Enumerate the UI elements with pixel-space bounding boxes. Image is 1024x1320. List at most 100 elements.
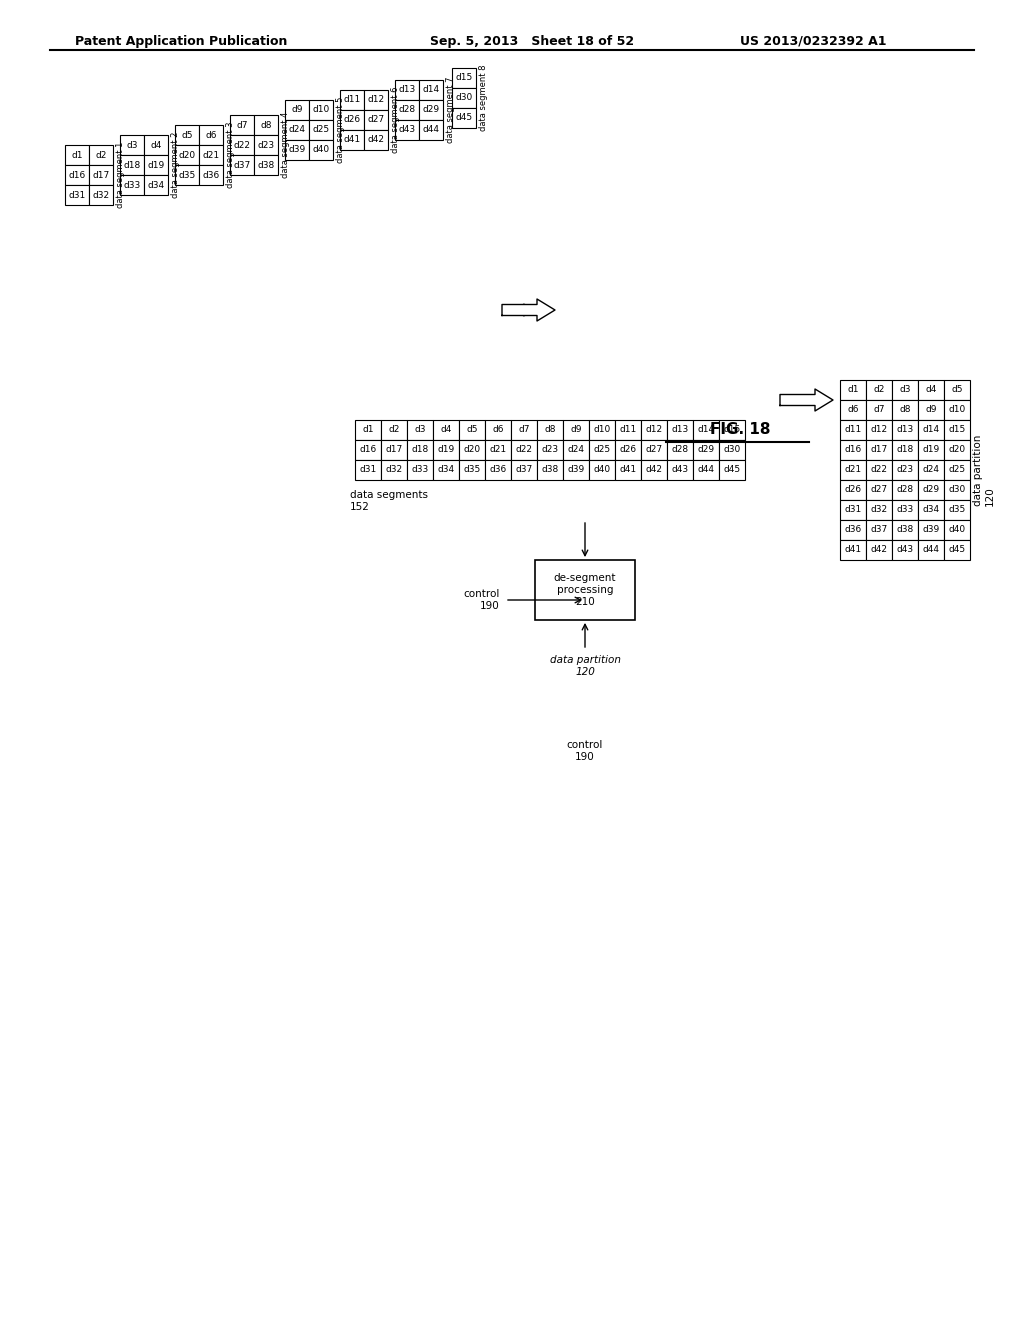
Text: d40: d40 [594, 466, 610, 474]
Text: Sep. 5, 2013   Sheet 18 of 52: Sep. 5, 2013 Sheet 18 of 52 [430, 36, 634, 48]
Text: d26: d26 [620, 446, 637, 454]
Text: d21: d21 [489, 446, 507, 454]
Bar [175, 165, 199, 185]
Text: d34: d34 [437, 466, 455, 474]
Text: d37: d37 [515, 466, 532, 474]
Text: d23: d23 [896, 466, 913, 474]
Text: d15: d15 [723, 425, 740, 434]
Text: d10: d10 [948, 405, 966, 414]
Text: d14: d14 [423, 86, 439, 95]
Bar [285, 120, 309, 140]
Bar [615, 420, 641, 440]
Text: d35: d35 [464, 466, 480, 474]
Bar [944, 420, 970, 440]
Bar [589, 420, 615, 440]
Bar [485, 459, 511, 480]
Text: FIG. 18: FIG. 18 [710, 422, 770, 437]
Text: d33: d33 [412, 466, 429, 474]
Bar [892, 540, 918, 560]
Bar [918, 540, 944, 560]
Bar [840, 400, 866, 420]
Text: d42: d42 [645, 466, 663, 474]
Bar [719, 440, 745, 459]
Text: d24: d24 [289, 125, 305, 135]
Bar [407, 440, 433, 459]
Bar [892, 480, 918, 500]
Bar [918, 420, 944, 440]
Text: d38: d38 [896, 525, 913, 535]
Bar [918, 500, 944, 520]
Text: d34: d34 [923, 506, 940, 515]
Text: d18: d18 [896, 446, 913, 454]
Bar [892, 440, 918, 459]
Bar [309, 100, 333, 120]
Text: d2: d2 [873, 385, 885, 395]
Bar [285, 100, 309, 120]
Bar [65, 145, 89, 165]
Text: d38: d38 [542, 466, 559, 474]
Text: d41: d41 [343, 136, 360, 144]
Text: d9: d9 [291, 106, 303, 115]
Text: d44: d44 [423, 125, 439, 135]
Text: d6: d6 [847, 405, 859, 414]
Text: d13: d13 [896, 425, 913, 434]
Bar [667, 440, 693, 459]
Text: d14: d14 [923, 425, 940, 434]
Text: d4: d4 [440, 425, 452, 434]
Text: d7: d7 [873, 405, 885, 414]
Text: d12: d12 [368, 95, 385, 104]
Text: d29: d29 [923, 486, 940, 495]
Bar [667, 420, 693, 440]
Text: d32: d32 [92, 190, 110, 199]
Bar [433, 459, 459, 480]
Text: d5: d5 [181, 131, 193, 140]
Text: d31: d31 [845, 506, 861, 515]
Bar [340, 90, 364, 110]
Text: d43: d43 [398, 125, 416, 135]
Text: d12: d12 [870, 425, 888, 434]
Bar [144, 176, 168, 195]
Text: d26: d26 [343, 116, 360, 124]
Text: d25: d25 [312, 125, 330, 135]
Text: data segment 4: data segment 4 [281, 112, 290, 178]
Text: d30: d30 [456, 94, 473, 103]
Text: d44: d44 [923, 545, 939, 554]
Text: d3: d3 [126, 140, 138, 149]
Bar [285, 140, 309, 160]
Bar [419, 100, 443, 120]
Text: d26: d26 [845, 486, 861, 495]
Text: d33: d33 [896, 506, 913, 515]
Text: d45: d45 [723, 466, 740, 474]
Bar [892, 420, 918, 440]
Bar [866, 520, 892, 540]
Bar [65, 165, 89, 185]
Text: d31: d31 [69, 190, 86, 199]
Bar [381, 420, 407, 440]
Text: d3: d3 [899, 385, 910, 395]
Bar [364, 90, 388, 110]
Bar [944, 540, 970, 560]
Bar [175, 145, 199, 165]
Bar [693, 459, 719, 480]
Bar [144, 154, 168, 176]
Bar [944, 380, 970, 400]
Text: d42: d42 [368, 136, 384, 144]
Bar [459, 420, 485, 440]
Bar [381, 459, 407, 480]
Bar [944, 400, 970, 420]
Bar [485, 420, 511, 440]
Text: d13: d13 [398, 86, 416, 95]
Bar [459, 440, 485, 459]
Text: d19: d19 [147, 161, 165, 169]
Text: d21: d21 [203, 150, 219, 160]
Bar [918, 480, 944, 500]
Bar [641, 440, 667, 459]
Bar [641, 420, 667, 440]
Bar [918, 440, 944, 459]
Bar [892, 520, 918, 540]
Text: d1: d1 [847, 385, 859, 395]
Text: data segment 8: data segment 8 [479, 65, 488, 131]
Bar [254, 115, 278, 135]
Bar [485, 440, 511, 459]
Bar [511, 420, 537, 440]
